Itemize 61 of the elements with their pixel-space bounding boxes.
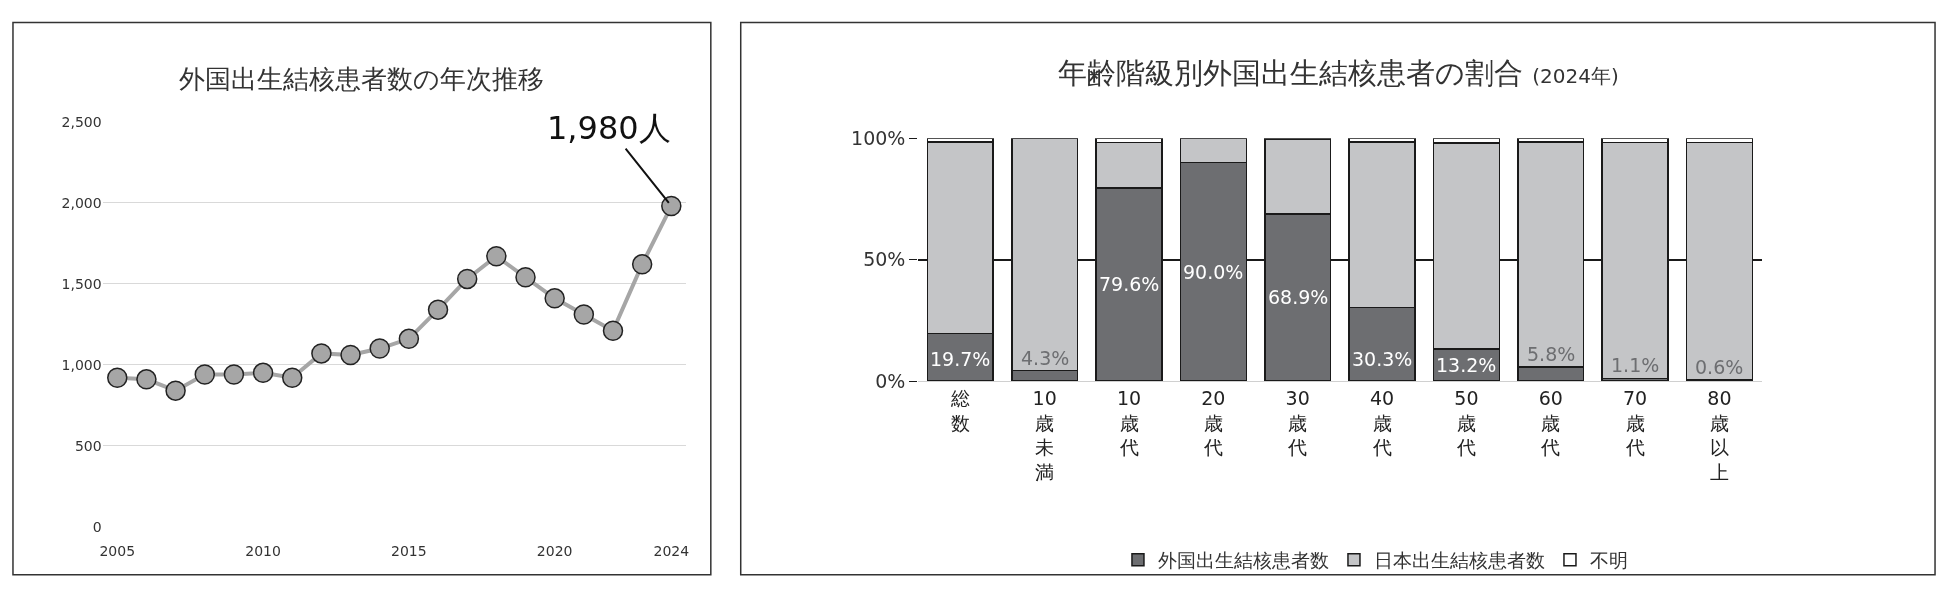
- chart-subtitle: (2024年): [1532, 64, 1619, 88]
- data-label: 5.8%: [1527, 343, 1576, 365]
- x-tick-label: 総数: [949, 386, 970, 434]
- point: [515, 267, 536, 288]
- point: [486, 246, 507, 267]
- chart-title: 外国出生結核患者数の年次推移: [179, 64, 544, 94]
- point: [456, 268, 478, 290]
- y-tick-label: 1,500: [61, 275, 102, 292]
- y-tick-label: 50%: [863, 248, 906, 271]
- x-tick-label: 2010: [245, 542, 281, 559]
- x-tick-label: 2015: [391, 542, 427, 559]
- y-tick-label: 0%: [875, 369, 906, 392]
- point: [427, 299, 449, 320]
- data-label: 4.3%: [1021, 347, 1070, 369]
- point: [281, 367, 303, 388]
- x-tick-label: 10歳未満: [1032, 386, 1057, 484]
- point: [252, 362, 274, 384]
- x-tick-label: 80歳以上: [1707, 386, 1732, 484]
- point: [107, 367, 128, 388]
- chart-title: 年齢階級別外国出生結核患者の割合: [1058, 56, 1523, 90]
- y-tick-label: 100%: [851, 126, 906, 149]
- x-tick-label: 2020: [536, 542, 573, 559]
- x-tick-label: 20歳代: [1201, 386, 1226, 459]
- data-label: 30.3%: [1352, 348, 1413, 370]
- data-label: 13.2%: [1436, 354, 1497, 376]
- y-tick-label: 500: [74, 437, 102, 454]
- x-tick-label: 50歳代: [1454, 386, 1479, 459]
- point: [661, 195, 682, 217]
- annotation: 1,980人: [547, 109, 671, 147]
- point: [398, 328, 420, 350]
- x-tick-label: 2024: [653, 542, 690, 559]
- x-tick-label: 40歳代: [1369, 386, 1395, 459]
- legend-label: 不明: [1589, 549, 1628, 572]
- point: [573, 304, 595, 325]
- point: [311, 343, 332, 364]
- x-tick-label: 70歳代: [1622, 386, 1648, 459]
- point: [631, 254, 653, 275]
- y-tick-label: 2,000: [61, 194, 102, 211]
- point: [369, 338, 390, 359]
- point: [602, 320, 624, 341]
- legend-label: 日本出生結核患者数: [1373, 549, 1545, 572]
- x-tick-label: 10歳代: [1116, 386, 1142, 459]
- data-label: 19.7%: [930, 348, 991, 370]
- point: [165, 380, 186, 401]
- point: [223, 364, 245, 385]
- y-tick-label: 0: [92, 518, 102, 535]
- data-label: 79.6%: [1099, 273, 1160, 295]
- x-tick-label: 2005: [99, 542, 136, 559]
- point: [136, 369, 157, 390]
- point: [194, 364, 215, 385]
- data-label: 0.6%: [1695, 356, 1744, 378]
- data-label: 90.0%: [1183, 261, 1244, 283]
- point: [544, 288, 565, 309]
- legend-label: 外国出生結核患者数: [1157, 549, 1329, 572]
- y-tick-label: 1,000: [61, 356, 102, 373]
- data-label: 68.9%: [1268, 286, 1329, 308]
- point: [340, 344, 361, 366]
- x-tick-label: 30歳代: [1285, 386, 1310, 459]
- y-tick-label: 2,500: [61, 113, 102, 130]
- x-tick-label: 60歳代: [1538, 386, 1563, 459]
- data-label: 1.1%: [1611, 354, 1660, 376]
